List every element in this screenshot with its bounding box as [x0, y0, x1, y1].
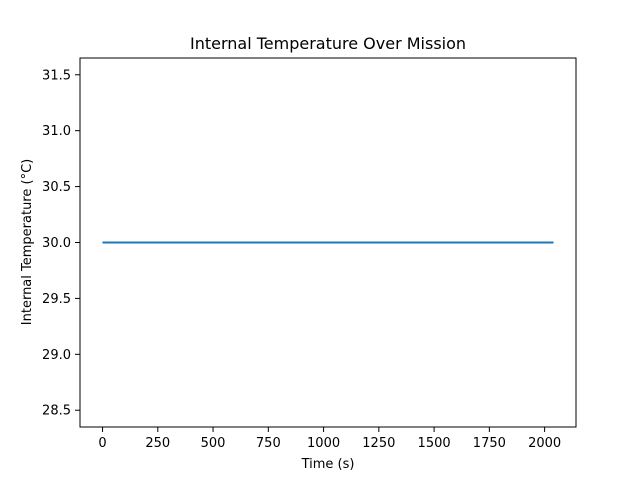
plot-area: 0 250 500 750 1000 1250 1500 1750 2000 28.529.02…: [42, 57, 577, 451]
chart-title: Internal Temperature Over Mission: [190, 34, 466, 53]
x-tick-label: 2000: [528, 436, 561, 451]
x-tick-label: 750: [256, 436, 281, 451]
y-tick-label: 30.0: [42, 236, 71, 251]
y-tick-label: 29.0: [42, 348, 71, 363]
x-tick-label: 1000: [307, 436, 340, 451]
x-tick-label: 1250: [362, 436, 395, 451]
y-tick-label: 28.5: [42, 404, 71, 419]
y-tick-label: 31.5: [42, 68, 71, 83]
y-tick-label: 31.0: [42, 124, 71, 139]
y-axis-label: Internal Temperature (°C): [20, 159, 35, 325]
y-tick-label: 30.5: [42, 180, 71, 195]
x-axis-label: Time (s): [301, 457, 355, 472]
x-tick-label: 1500: [418, 436, 451, 451]
y-tick-label: 29.5: [42, 292, 71, 307]
y-axis-ticks: 28.5 29.0 29.5 30.0 30.5 31.0 31.5: [42, 68, 80, 419]
x-tick-label: 0: [98, 436, 106, 451]
x-tick-label: 250: [145, 436, 170, 451]
x-axis-ticks: 0 250 500 750 1000 1250 1500 1750 2000: [98, 427, 561, 451]
x-tick-label: 500: [201, 436, 226, 451]
x-tick-label: 1750: [473, 436, 506, 451]
